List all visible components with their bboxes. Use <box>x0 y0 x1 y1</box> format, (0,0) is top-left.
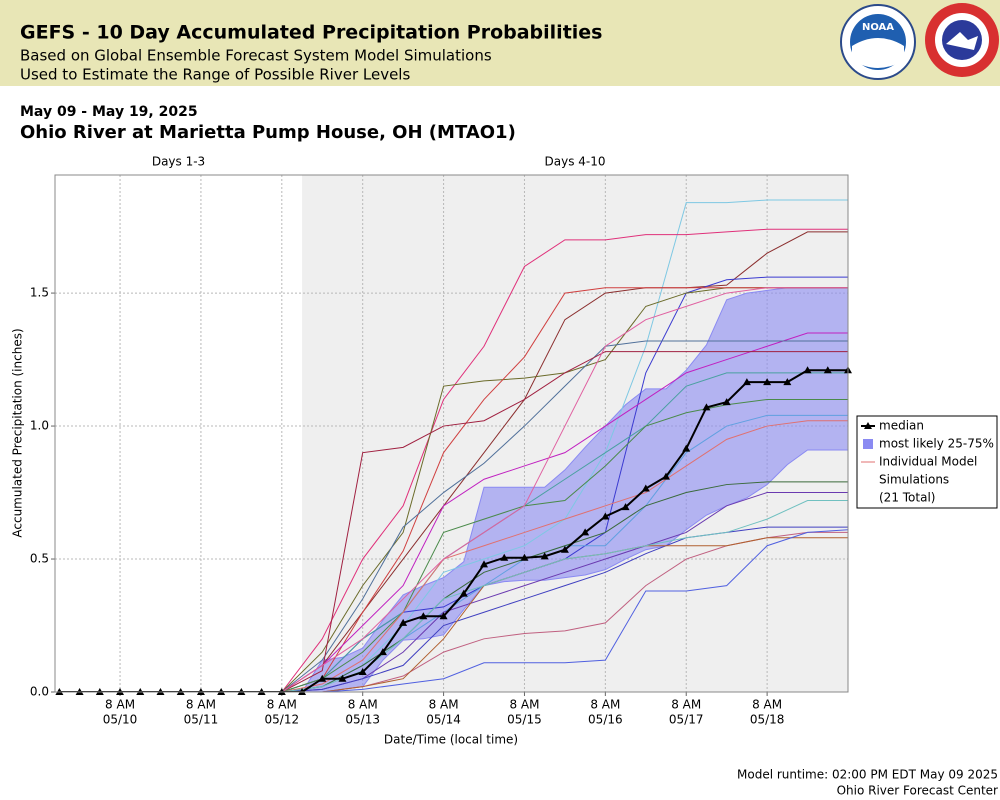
x-tick-label: 05/12 <box>265 713 300 727</box>
x-tick-label: 8 AM <box>671 698 701 712</box>
median-marker <box>338 674 347 682</box>
simulation-line <box>281 287 848 692</box>
nws-logo <box>925 3 999 77</box>
median-marker <box>500 553 509 561</box>
simulation-line <box>281 529 848 692</box>
median-marker <box>621 503 630 511</box>
period-label: Days 4-10 <box>545 155 606 169</box>
footer-text: Ohio River Forecast Center <box>837 784 998 798</box>
median-marker <box>439 612 448 620</box>
median-marker <box>419 612 428 620</box>
x-axis-label: Date/Time (local time) <box>384 733 518 747</box>
date-range: May 09 - May 19, 2025 <box>20 104 198 120</box>
x-tick-label: 8 AM <box>105 698 135 712</box>
median-marker <box>540 552 549 560</box>
median-marker <box>763 378 772 386</box>
y-tick-label: 1.5 <box>30 286 49 300</box>
x-tick-label: 8 AM <box>752 698 782 712</box>
logo-text: NOAA <box>862 22 894 33</box>
median-marker <box>702 403 711 411</box>
median-marker <box>823 366 832 374</box>
x-tick-label: 8 AM <box>429 698 459 712</box>
median-marker <box>520 553 529 561</box>
x-tick-label: 8 AM <box>267 698 297 712</box>
simulation-line <box>281 526 848 692</box>
page-title: GEFS - 10 Day Accumulated Precipitation … <box>20 22 602 44</box>
x-tick-label: 05/18 <box>750 713 785 727</box>
simulation-line <box>281 231 848 692</box>
median-marker <box>641 484 650 492</box>
x-tick-label: 05/10 <box>103 713 138 727</box>
legend-label: Simulations <box>879 473 949 487</box>
subtitle: Used to Estimate the Range of Possible R… <box>20 66 410 84</box>
median-marker <box>722 398 731 406</box>
median-marker <box>399 618 408 626</box>
simulation-line <box>281 332 848 692</box>
median-marker <box>682 444 691 452</box>
footer-text: Model runtime: 02:00 PM EDT May 09 2025 <box>737 768 998 782</box>
median-marker <box>601 512 610 520</box>
legend-box <box>856 415 998 509</box>
x-tick-label: 05/14 <box>426 713 461 727</box>
simulation-line <box>281 340 848 692</box>
median-line <box>59 369 848 692</box>
simulation-line <box>281 287 848 692</box>
y-tick-label: 0.0 <box>30 685 49 699</box>
median-marker <box>560 545 569 553</box>
median-marker <box>378 648 387 656</box>
x-tick-label: 8 AM <box>186 698 216 712</box>
plot-border <box>54 174 849 693</box>
y-tick-label: 0.5 <box>30 552 49 566</box>
x-tick-label: 05/17 <box>669 713 704 727</box>
simulation-line <box>281 398 848 692</box>
noaa-logo: NOAA <box>840 4 916 80</box>
chart-title: Ohio River at Marietta Pump House, OH (M… <box>20 122 516 143</box>
simulation-line <box>281 228 848 692</box>
legend-band-swatch <box>863 439 873 449</box>
subtitle: Based on Global Ensemble Forecast System… <box>20 47 492 65</box>
simulation-line <box>281 492 848 692</box>
x-tick-label: 05/16 <box>588 713 623 727</box>
median-marker <box>581 528 590 536</box>
legend-label: most likely 25-75% <box>879 437 994 451</box>
y-tick-label: 1.0 <box>30 419 49 433</box>
legend-label: (21 Total) <box>879 491 935 505</box>
plot-layer <box>59 199 848 692</box>
x-tick-label: 8 AM <box>590 698 620 712</box>
y-axis-label: Accumulated Precipitation (inches) <box>11 328 25 537</box>
median-marker <box>480 560 489 568</box>
legend-label: Individual Model <box>879 455 977 469</box>
simulation-line <box>281 372 848 692</box>
median-marker <box>459 589 468 597</box>
legend-label: median <box>879 419 924 433</box>
x-tick-label: 8 AM <box>509 698 539 712</box>
period-label: Days 1-3 <box>152 155 205 169</box>
x-tick-label: 8 AM <box>348 698 378 712</box>
simulation-line <box>281 420 848 692</box>
median-marker <box>803 366 812 374</box>
median-marker <box>662 472 671 480</box>
median-marker <box>358 668 367 676</box>
x-tick-label: 05/15 <box>507 713 542 727</box>
median-marker <box>318 674 327 682</box>
median-marker <box>742 378 751 386</box>
median-marker <box>783 378 792 386</box>
x-tick-label: 05/13 <box>345 713 380 727</box>
x-tick-label: 05/11 <box>184 713 219 727</box>
legend-median-marker <box>864 422 872 429</box>
simulation-line <box>281 351 848 692</box>
header-band <box>0 0 1000 86</box>
